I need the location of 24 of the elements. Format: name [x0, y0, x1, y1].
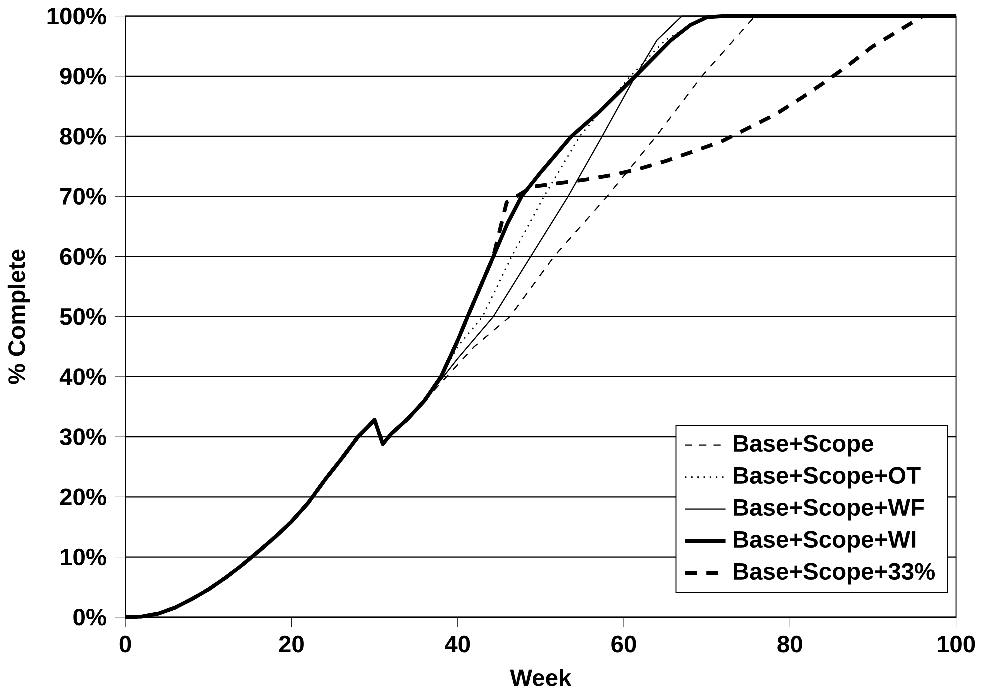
- x-tick-label: 60: [612, 636, 636, 653]
- legend-label: Base+Scope+WF: [734, 499, 924, 521]
- x-tick-label: 20: [279, 636, 304, 653]
- y-tick-label: 40%: [60, 368, 106, 386]
- y-tick-label: 0%: [74, 608, 106, 626]
- x-tick-label: 100: [938, 636, 976, 653]
- legend-label: Base+Scope+33%: [734, 563, 935, 585]
- y-tick-label: 90%: [60, 68, 106, 85]
- legend-label: Base+Scope: [734, 435, 874, 457]
- x-axis-title: Week: [510, 668, 572, 686]
- y-tick-label: 20%: [60, 488, 106, 506]
- y-tick-label: 50%: [60, 308, 106, 326]
- y-tick-label: 70%: [60, 188, 106, 205]
- y-tick-label: 60%: [60, 248, 106, 265]
- legend-label: Base+Scope+OT: [734, 467, 921, 489]
- y-tick-label: 80%: [60, 128, 106, 145]
- x-tick-label: 40: [445, 636, 470, 653]
- y-tick-label: 10%: [61, 548, 106, 566]
- y-tick-label: 100%: [48, 8, 106, 25]
- x-tick-label: 0: [120, 636, 132, 653]
- y-axis-title: % Complete: [8, 250, 30, 384]
- y-tick-label: 30%: [60, 428, 106, 446]
- x-tick-label: 80: [778, 636, 802, 653]
- legend-label: Base+Scope+WI: [734, 531, 916, 553]
